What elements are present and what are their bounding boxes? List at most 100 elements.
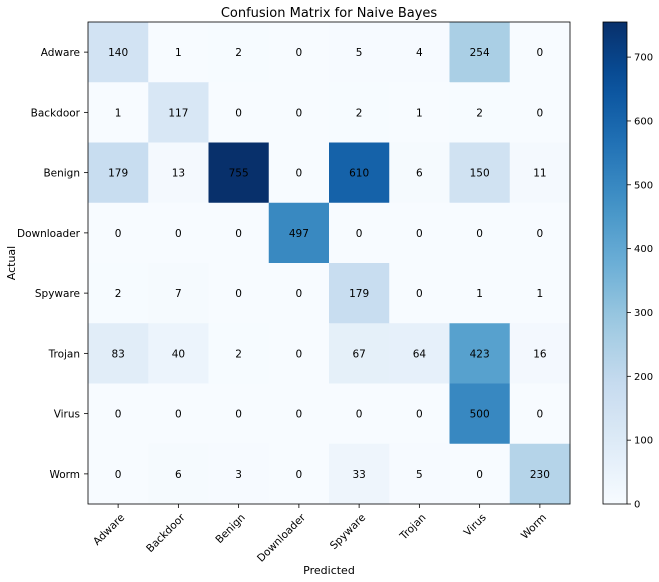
cell-value-label: 1 — [416, 107, 423, 119]
colorbar-tick-label: 100 — [634, 436, 653, 447]
y-tick-label: Worm — [49, 469, 80, 481]
heatmap-cell — [208, 263, 270, 324]
heatmap-cell — [268, 22, 330, 83]
heatmap-cell — [148, 202, 209, 264]
heatmap-cell — [389, 82, 450, 143]
cell-value-label: 13 — [172, 168, 185, 180]
cell-value-label: 40 — [172, 348, 185, 360]
heatmap-cell — [88, 443, 149, 505]
heatmap-cell — [268, 82, 330, 143]
cell-value-label: 0 — [175, 228, 182, 240]
cell-value-label: 1 — [115, 107, 122, 119]
heatmap-cell — [88, 82, 149, 143]
heatmap-cell — [449, 263, 511, 324]
chart-title: Confusion Matrix for Naive Bayes — [221, 6, 438, 21]
colorbar-tick-label: 300 — [634, 308, 653, 319]
heatmap-cell — [449, 142, 511, 204]
colorbar-tick-label: 200 — [634, 372, 653, 383]
y-tick-label: Downloader — [17, 228, 81, 240]
heatmap-cell — [389, 22, 450, 83]
heatmap-cell — [148, 82, 209, 143]
heatmap-cell — [509, 383, 571, 445]
heatmap-cell — [389, 443, 450, 505]
colorbar-tick-label: 500 — [634, 180, 653, 191]
cell-value-label: 2 — [356, 107, 363, 119]
heatmap-cell — [449, 202, 511, 264]
heatmap-cell — [449, 443, 511, 505]
cell-value-label: 0 — [235, 288, 242, 300]
heatmap-cell — [449, 323, 511, 384]
cell-value-label: 0 — [537, 47, 544, 59]
x-tick-label: Worm — [519, 512, 549, 542]
heatmap-cell — [208, 202, 270, 264]
cell-value-label: 0 — [356, 228, 363, 240]
cell-value-label: 0 — [296, 168, 303, 180]
cell-value-label: 254 — [470, 47, 490, 59]
cell-value-label: 0 — [476, 469, 483, 481]
heatmap-cell — [148, 383, 209, 445]
cell-value-label: 610 — [349, 168, 369, 180]
heatmap-cell — [389, 383, 450, 445]
cell-value-label: 0 — [416, 288, 423, 300]
heatmap-cell — [449, 383, 511, 445]
cell-value-label: 0 — [416, 228, 423, 240]
colorbar-tick-label: 600 — [634, 116, 653, 127]
cell-value-label: 64 — [413, 348, 427, 360]
x-axis-ticks: Adware Backdoor Benign Downloader Spyware Tro… — [91, 504, 549, 565]
heatmap-cell — [268, 323, 330, 384]
heatmap-cell — [208, 82, 270, 143]
heatmap-cell — [449, 22, 511, 83]
y-axis-ticks: Adware Backdoor Benign Downloader Spyware Tro… — [17, 47, 88, 481]
x-tick-label: Trojan — [397, 512, 428, 543]
heatmap-cell — [329, 383, 390, 445]
heatmap-cell — [389, 202, 450, 264]
cell-value-label: 5 — [356, 47, 363, 59]
heatmap-cell — [88, 22, 149, 83]
cell-value-label: 6 — [175, 469, 182, 481]
colorbar-tick-label: 700 — [634, 53, 653, 64]
cell-value-label: 2 — [235, 348, 242, 360]
x-tick-label: Benign — [213, 512, 247, 546]
cell-value-label: 0 — [296, 348, 303, 360]
colorbar-tick-label: 400 — [634, 244, 653, 255]
cell-value-label: 0 — [537, 228, 544, 240]
heatmap-cell — [268, 263, 330, 324]
heatmap-cell — [329, 142, 390, 204]
heatmap-cell — [148, 263, 209, 324]
cell-value-label: 230 — [530, 469, 550, 481]
cell-value-label: 755 — [229, 168, 249, 180]
cell-value-label: 0 — [296, 409, 303, 421]
cell-value-label: 0 — [235, 228, 242, 240]
cell-value-label: 150 — [470, 168, 490, 180]
heatmap-cell — [208, 142, 270, 204]
cell-value-label: 497 — [289, 228, 309, 240]
heatmap-cell — [329, 82, 390, 143]
cell-value-label: 117 — [168, 107, 188, 119]
y-tick-label: Benign — [43, 168, 80, 180]
heatmap-cell — [329, 323, 390, 384]
cell-value-label: 0 — [356, 409, 363, 421]
heatmap-cell — [268, 383, 330, 445]
cell-value-label: 83 — [111, 348, 124, 360]
heatmap-cell — [88, 383, 149, 445]
y-tick-label: Virus — [54, 409, 80, 421]
x-tick-label: Virus — [462, 512, 489, 539]
heatmap-cell — [88, 202, 149, 264]
cell-value-label: 0 — [296, 288, 303, 300]
cell-value-label: 67 — [352, 348, 365, 360]
cell-value-label: 140 — [108, 47, 128, 59]
heatmap-cell — [208, 22, 270, 83]
cell-value-label: 1 — [476, 288, 483, 300]
cell-value-label: 2 — [115, 288, 122, 300]
heatmap-cell — [208, 383, 270, 445]
cell-value-label: 2 — [235, 47, 242, 59]
heatmap-cell — [389, 142, 450, 204]
heatmap-cell — [329, 22, 390, 83]
cell-value-label: 2 — [476, 107, 483, 119]
heatmap-cell — [329, 202, 390, 264]
heatmap-cell — [148, 323, 209, 384]
y-tick-label: Backdoor — [31, 107, 81, 119]
cell-value-label: 1 — [175, 47, 182, 59]
cell-value-label: 0 — [115, 469, 122, 481]
